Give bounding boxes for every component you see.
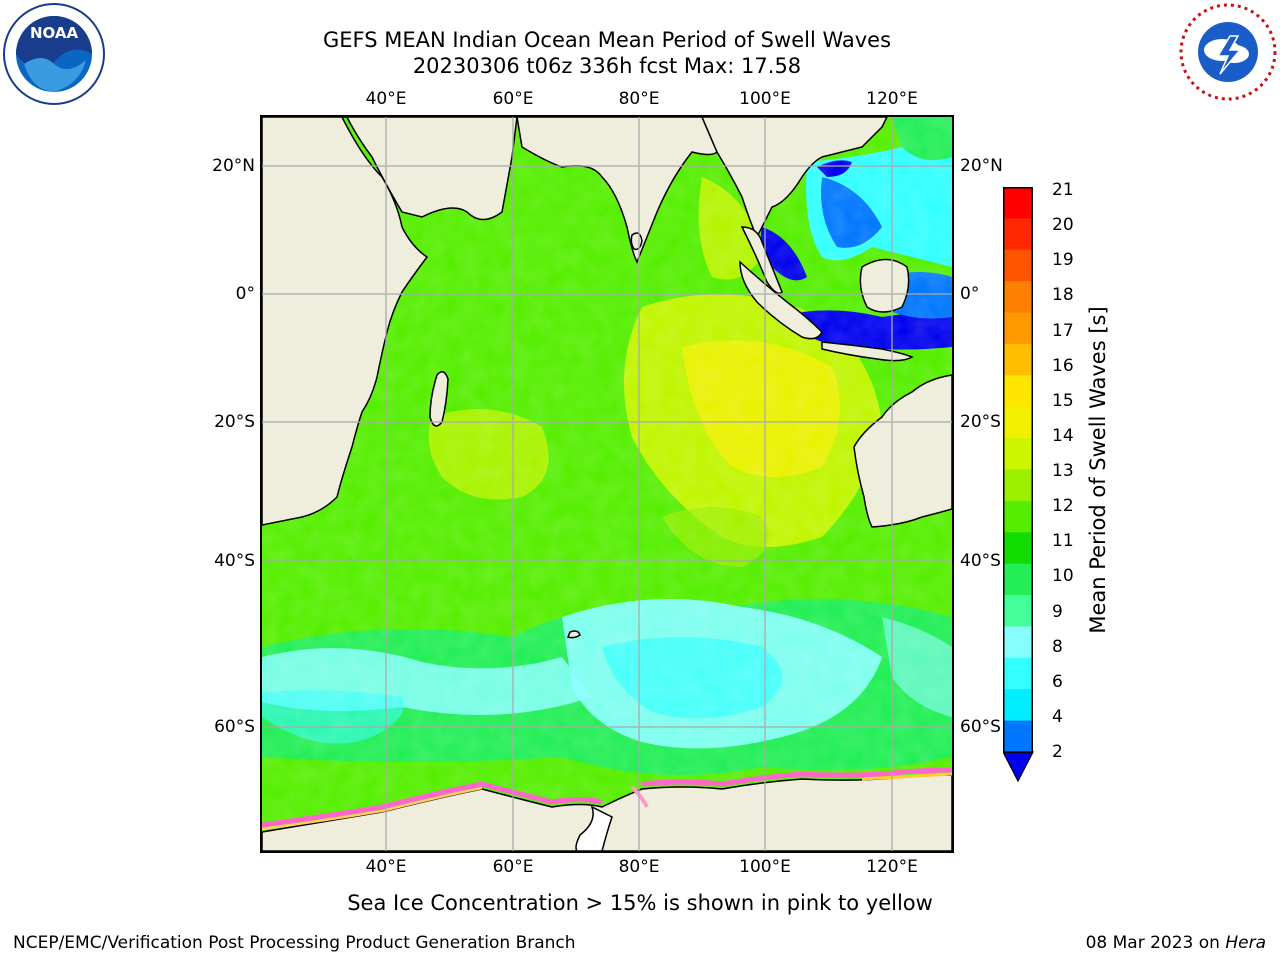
lon-tick-bottom: 40°E [365,857,407,877]
colorbar-swatch [1003,312,1033,345]
date-text: 08 Mar 2023 on [1085,933,1226,953]
colorbar-level-label: 2 [1052,742,1063,762]
colorbar-extend-arrow [1003,751,1034,782]
colorbar-swatch [1003,406,1033,439]
sumatra-landmass [739,260,823,340]
lat-tick-right: 40°S [960,551,1001,571]
map-canvas [262,117,952,851]
colorbar-swatch [1003,187,1033,219]
lat-tick-left: 0° [235,284,255,304]
lat-tick-left: 60°S [214,717,255,737]
java-landmass [821,341,914,362]
colorbar-level-label: 14 [1052,425,1074,446]
lon-tick-top: 120°E [866,89,918,109]
sea-ice-edge [262,767,952,831]
credit-line: NCEP/EMC/Verification Post Processing Pr… [13,933,576,953]
lat-tick-left: 20°N [212,156,255,176]
sea-ice-note: Sea Ice Concentration > 15% is shown in … [347,891,933,915]
colorbar-level-label: 9 [1052,601,1063,622]
machine-name: Hera [1225,933,1266,953]
lon-tick-top: 40°E [365,89,407,109]
southeast-asia-landmass [701,117,888,239]
noaa-logo-text: NOAA [30,24,79,42]
lat-tick-right: 20°N [960,156,1003,176]
lat-tick-left: 20°S [214,412,255,432]
colorbar-level-label: 4 [1052,706,1063,727]
colorbar-level-label: 21 [1052,180,1074,200]
colorbar-swatch [1003,689,1033,722]
malay-peninsula-landmass [740,226,783,294]
lon-tick-top: 80°E [618,89,660,109]
colorbar-level-label: 16 [1052,355,1074,376]
map-panel [260,115,954,853]
colorbar-swatch [1003,563,1033,596]
graticule [262,117,952,851]
chart-subtitle: 20230306 t06z 336h fcst Max: 17.58 [412,54,802,78]
date-stamp: 08 Mar 2023 on Hera [1086,933,1266,953]
colorbar-swatch [1003,532,1033,565]
colorbar-level-label: 10 [1052,566,1074,587]
colorbar-level-label: 8 [1052,636,1063,657]
colorbar-level-label: 20 [1052,215,1074,236]
kerguelen-landmass [567,630,581,639]
lon-tick-top: 60°E [492,89,534,109]
amery-ice-shelf [575,805,613,851]
colorbar-title: Mean Period of Swell Waves [s] [1086,306,1110,634]
lat-tick-right: 20°S [960,412,1001,432]
colorbar-outline [1003,187,1033,753]
lat-tick-right: 60°S [960,717,1001,737]
lon-tick-bottom: 120°E [866,857,918,877]
colorbar-level-label: 19 [1052,250,1074,271]
colorbar-swatch [1003,438,1033,470]
noaa-logo: NOAA [2,2,106,110]
sri-lanka-landmass [630,232,643,251]
colorbar-level-label: 12 [1052,496,1074,517]
australia-landmass [853,374,952,528]
colorbar-swatch [1003,500,1033,533]
colorbar-level-label: 11 [1052,531,1074,552]
colorbar-swatch [1003,249,1033,282]
colorbar-swatch [1003,657,1033,690]
colorbar-level-label: 6 [1052,671,1063,692]
colorbar-swatch [1003,281,1033,314]
borneo-landmass [859,258,910,313]
lon-tick-bottom: 60°E [492,857,534,877]
colorbar-swatch [1003,720,1033,753]
colorbar-swatch [1003,595,1033,627]
arabia-landmass [262,117,518,221]
lon-tick-top: 100°E [739,89,791,109]
lat-tick-left: 40°S [214,551,255,571]
colorbar-swatch [1003,218,1033,251]
nws-logo [1178,2,1278,106]
colorbar-swatch [1003,626,1033,659]
colorbar-level-label: 13 [1052,461,1074,481]
colorbar-swatch [1003,375,1033,408]
colorbar-level-label: 18 [1052,285,1074,306]
colorbar-level-label: 15 [1052,390,1074,411]
colorbar [1003,187,1034,782]
chart-title: GEFS MEAN Indian Ocean Mean Period of Sw… [322,28,892,52]
lon-tick-bottom: 100°E [739,857,791,877]
colorbar-level-label: 17 [1052,320,1074,341]
colorbar-swatch [1003,343,1033,376]
lon-tick-bottom: 80°E [618,857,660,877]
lat-tick-right: 0° [960,284,980,304]
colorbar-swatch [1003,469,1033,502]
